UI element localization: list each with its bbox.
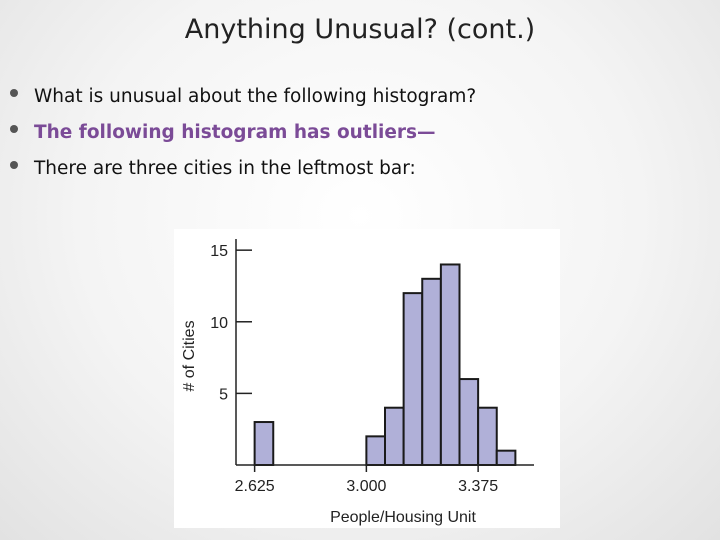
histogram-chart: 5 10 15 2.625 3.000 3.375 People/Housing Unit #… — [174, 229, 560, 528]
bullet-list: What is unusual about the following hist… — [10, 78, 700, 186]
histogram-svg: 5 10 15 2.625 3.000 3.375 People/Housing Unit #… — [181, 239, 534, 526]
x-tick-label: 2.625 — [235, 478, 275, 495]
histogram-bar — [439, 263, 461, 466]
histogram-bar — [495, 449, 517, 466]
bullet-text: The following histogram has outliers— — [34, 121, 436, 143]
histogram-bar — [365, 435, 386, 467]
histogram-bar — [384, 406, 405, 466]
bullet-dot-icon — [10, 161, 18, 169]
histogram-bar — [253, 421, 275, 466]
x-tick-label: 3.000 — [346, 478, 386, 495]
y-tick-label: 10 — [210, 315, 228, 332]
histogram-bar — [402, 292, 424, 467]
histogram-bar — [458, 378, 480, 466]
y-tick-label: 5 — [219, 386, 228, 403]
bullet-dot-icon — [10, 89, 18, 97]
bullet-text: There are three cities in the leftmost b… — [34, 157, 416, 179]
y-axis-label: # of Cities — [181, 320, 198, 391]
bullet-text: What is unusual about the following hist… — [34, 85, 477, 107]
histogram-bar — [421, 277, 442, 466]
bullet-item-question: What is unusual about the following hist… — [10, 78, 700, 114]
bullet-dot-icon — [10, 125, 18, 133]
bullet-item-detail: There are three cities in the leftmost b… — [10, 150, 700, 186]
y-tick-label: 15 — [210, 243, 228, 260]
x-axis-label: People/Housing Unit — [330, 509, 476, 526]
slide-title: Anything Unusual? (cont.) — [184, 14, 536, 45]
bullet-item-answer: The following histogram has outliers— — [10, 114, 700, 150]
x-tick-label: 3.375 — [458, 478, 498, 495]
histogram-bar — [477, 406, 498, 466]
